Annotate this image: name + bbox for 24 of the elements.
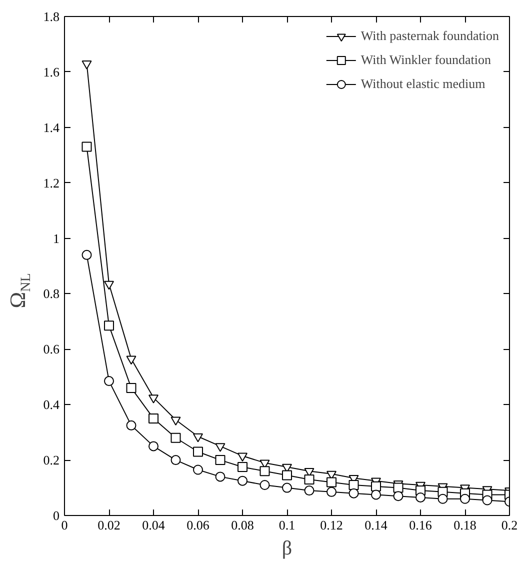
legend-label: With Winkler foundation — [360, 52, 492, 68]
legend-label: Without elastic medium — [360, 76, 486, 92]
y-tick-label: 0.6 — [43, 342, 60, 357]
x-tick-label: 0.08 — [231, 518, 254, 532]
x-tick-label: 0.06 — [186, 518, 210, 532]
y-tick-label: 1.8 — [43, 9, 60, 24]
x-tick-label: 0.04 — [142, 518, 166, 532]
y-tick-label: 1.4 — [43, 120, 60, 135]
y-tick-label: 0.2 — [43, 452, 60, 468]
x-tick-label: 0.02 — [98, 518, 120, 532]
y-tick-label: 0.8 — [43, 286, 60, 302]
x-tick-label: 0.16 — [409, 518, 432, 532]
y-tick-label: 1 — [53, 230, 60, 246]
x-tick-label: 0.18 — [454, 518, 476, 532]
x-axis-title: β — [282, 538, 292, 560]
x-tick-label: 0.14 — [364, 518, 388, 532]
x-tick-label: 0.12 — [320, 518, 343, 532]
legend-label: With pasternak foundation — [360, 28, 499, 44]
y-tick-label: 1.6 — [43, 64, 60, 80]
x-tick-label: 0.2 — [501, 518, 518, 532]
y-tick-label: 0.4 — [43, 397, 60, 412]
y-tick-label: 0 — [53, 508, 60, 523]
x-tick-label: 0.1 — [278, 518, 296, 532]
y-tick-label: 1.2 — [43, 175, 60, 190]
